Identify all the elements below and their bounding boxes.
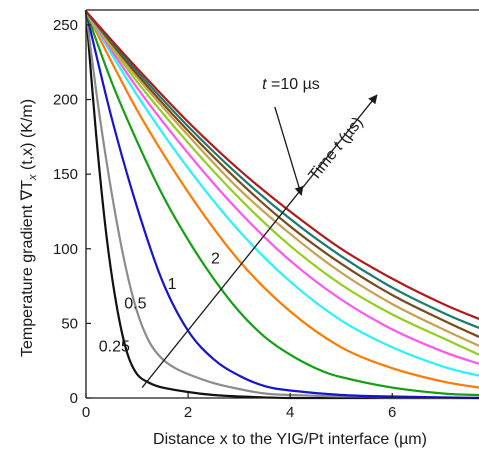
curve-label-1: 1 — [168, 276, 177, 293]
plot-frame — [85, 9, 479, 399]
x-tick-label: 0 — [82, 404, 90, 421]
y-axis-title-main: Temperature gradient ∇T — [19, 180, 36, 357]
series-line-t-1 — [84, 10, 479, 400]
axis-ticks: 0 2 4 6 0 50 100 150 200 250 — [53, 17, 396, 421]
x-tick-label: 4 — [286, 404, 294, 421]
y-axis-title-tail: (t,x) (K/m) — [19, 99, 36, 175]
series-line-t-10 — [84, 10, 479, 320]
y-axis-title-subscript: x — [27, 174, 39, 181]
t10-pointer-arrow — [274, 106, 304, 196]
x-tick-label: 2 — [184, 404, 192, 421]
y-tick-label: 100 — [53, 241, 78, 258]
series-line-t-3 — [84, 10, 479, 389]
curve-label-t-10us: t =10 µs — [262, 76, 320, 93]
series-line-t-9 — [84, 10, 479, 329]
time-unit: (µs) — [333, 114, 367, 150]
curve-label-2: 2 — [211, 251, 220, 268]
series-line-t-4 — [84, 10, 479, 377]
series-line-t-2 — [84, 10, 479, 397]
series-line-t-6 — [84, 10, 479, 356]
y-axis-title: Temperature gradient ∇Tx (t,x) (K/m) — [19, 99, 39, 357]
y-tick-label: 150 — [53, 166, 78, 183]
series-line-t-0-5 — [84, 10, 479, 400]
y-tick-label: 200 — [53, 92, 78, 109]
x-axis-title: Distance x to the YIG/Pt interface (µm) — [153, 431, 427, 448]
annotation-layer: 0.25 0.5 1 2 t =10 µs Time t (µs) — [99, 76, 378, 388]
y-tick-label: 50 — [61, 315, 78, 332]
series-line-t-8 — [84, 10, 479, 338]
y-tick-label: 0 — [70, 390, 78, 407]
x-tick-label: 6 — [388, 404, 396, 421]
curve-label-0-25: 0.25 — [99, 339, 130, 356]
series-line-t-7 — [84, 10, 479, 347]
series-line-t-5 — [84, 10, 479, 365]
t10-var: t — [262, 76, 267, 93]
curve-label-0-5: 0.5 — [124, 295, 146, 312]
y-tick-label: 250 — [53, 17, 78, 34]
series-layer — [84, 10, 479, 400]
time-axis-label: Time t (µs) — [306, 114, 367, 184]
t10-value: =10 µs — [267, 76, 320, 93]
time-arrow — [141, 94, 378, 388]
